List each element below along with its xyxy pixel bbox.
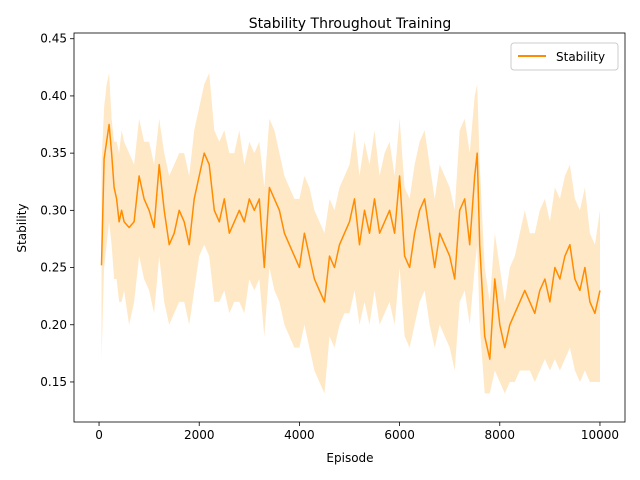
y-axis-label: Stability bbox=[15, 203, 29, 252]
x-tick-label: 4000 bbox=[284, 428, 315, 442]
confidence-band bbox=[101, 73, 600, 394]
x-tick-label: 8000 bbox=[484, 428, 515, 442]
legend-label-stability: Stability bbox=[556, 50, 605, 64]
x-tick-label: 6000 bbox=[384, 428, 415, 442]
y-tick-label: 0.20 bbox=[40, 318, 67, 332]
y-tick-label: 0.40 bbox=[40, 89, 67, 103]
y-tick-label: 0.35 bbox=[40, 146, 67, 160]
series-line-stability bbox=[100, 123, 601, 360]
legend: Stability bbox=[510, 42, 619, 71]
x-tick-label: 2000 bbox=[184, 428, 215, 442]
x-tick-label: 0 bbox=[95, 428, 103, 442]
plot-frame bbox=[73, 32, 626, 423]
x-axis: 0 2000 4000 6000 8000 10000 bbox=[95, 422, 619, 442]
x-tick-label: 10000 bbox=[581, 428, 619, 442]
y-tick-label: 0.45 bbox=[40, 32, 67, 46]
x-axis-label: Episode bbox=[326, 451, 373, 465]
plot-area bbox=[73, 32, 626, 423]
legend-box bbox=[510, 42, 619, 71]
chart-title: Stability Throughout Training bbox=[249, 16, 451, 32]
y-axis: 0.15 0.20 0.25 0.30 0.35 0.40 0.45 bbox=[40, 32, 74, 389]
y-tick-label: 0.25 bbox=[40, 261, 67, 275]
y-tick-label: 0.30 bbox=[40, 203, 67, 217]
y-tick-label: 0.15 bbox=[40, 375, 67, 389]
